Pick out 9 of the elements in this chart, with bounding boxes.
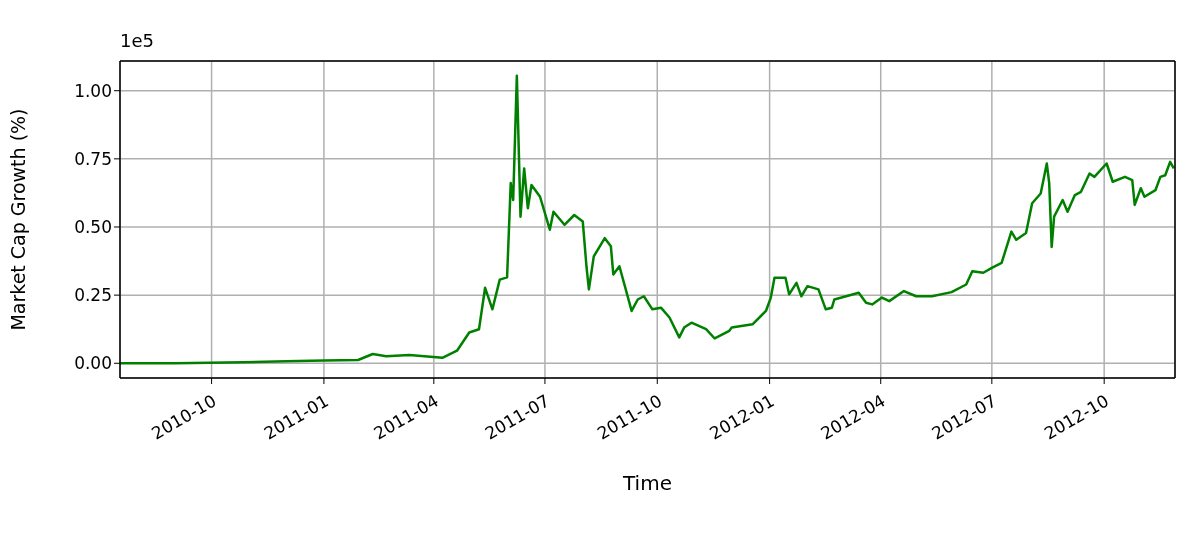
line-series <box>120 74 1175 365</box>
y-axis-title: Market Cap Growth (%) <box>6 108 29 331</box>
text: 1e5 <box>120 30 154 51</box>
y-tick-label: 0.00 <box>74 353 112 374</box>
y-tick-label: 0.50 <box>74 217 112 238</box>
y-tick-label: 1.00 <box>74 80 112 101</box>
y-tick-label: 0.25 <box>74 285 112 306</box>
y-tick-label: 0.75 <box>74 148 112 169</box>
x-axis-title: Time <box>622 471 672 495</box>
